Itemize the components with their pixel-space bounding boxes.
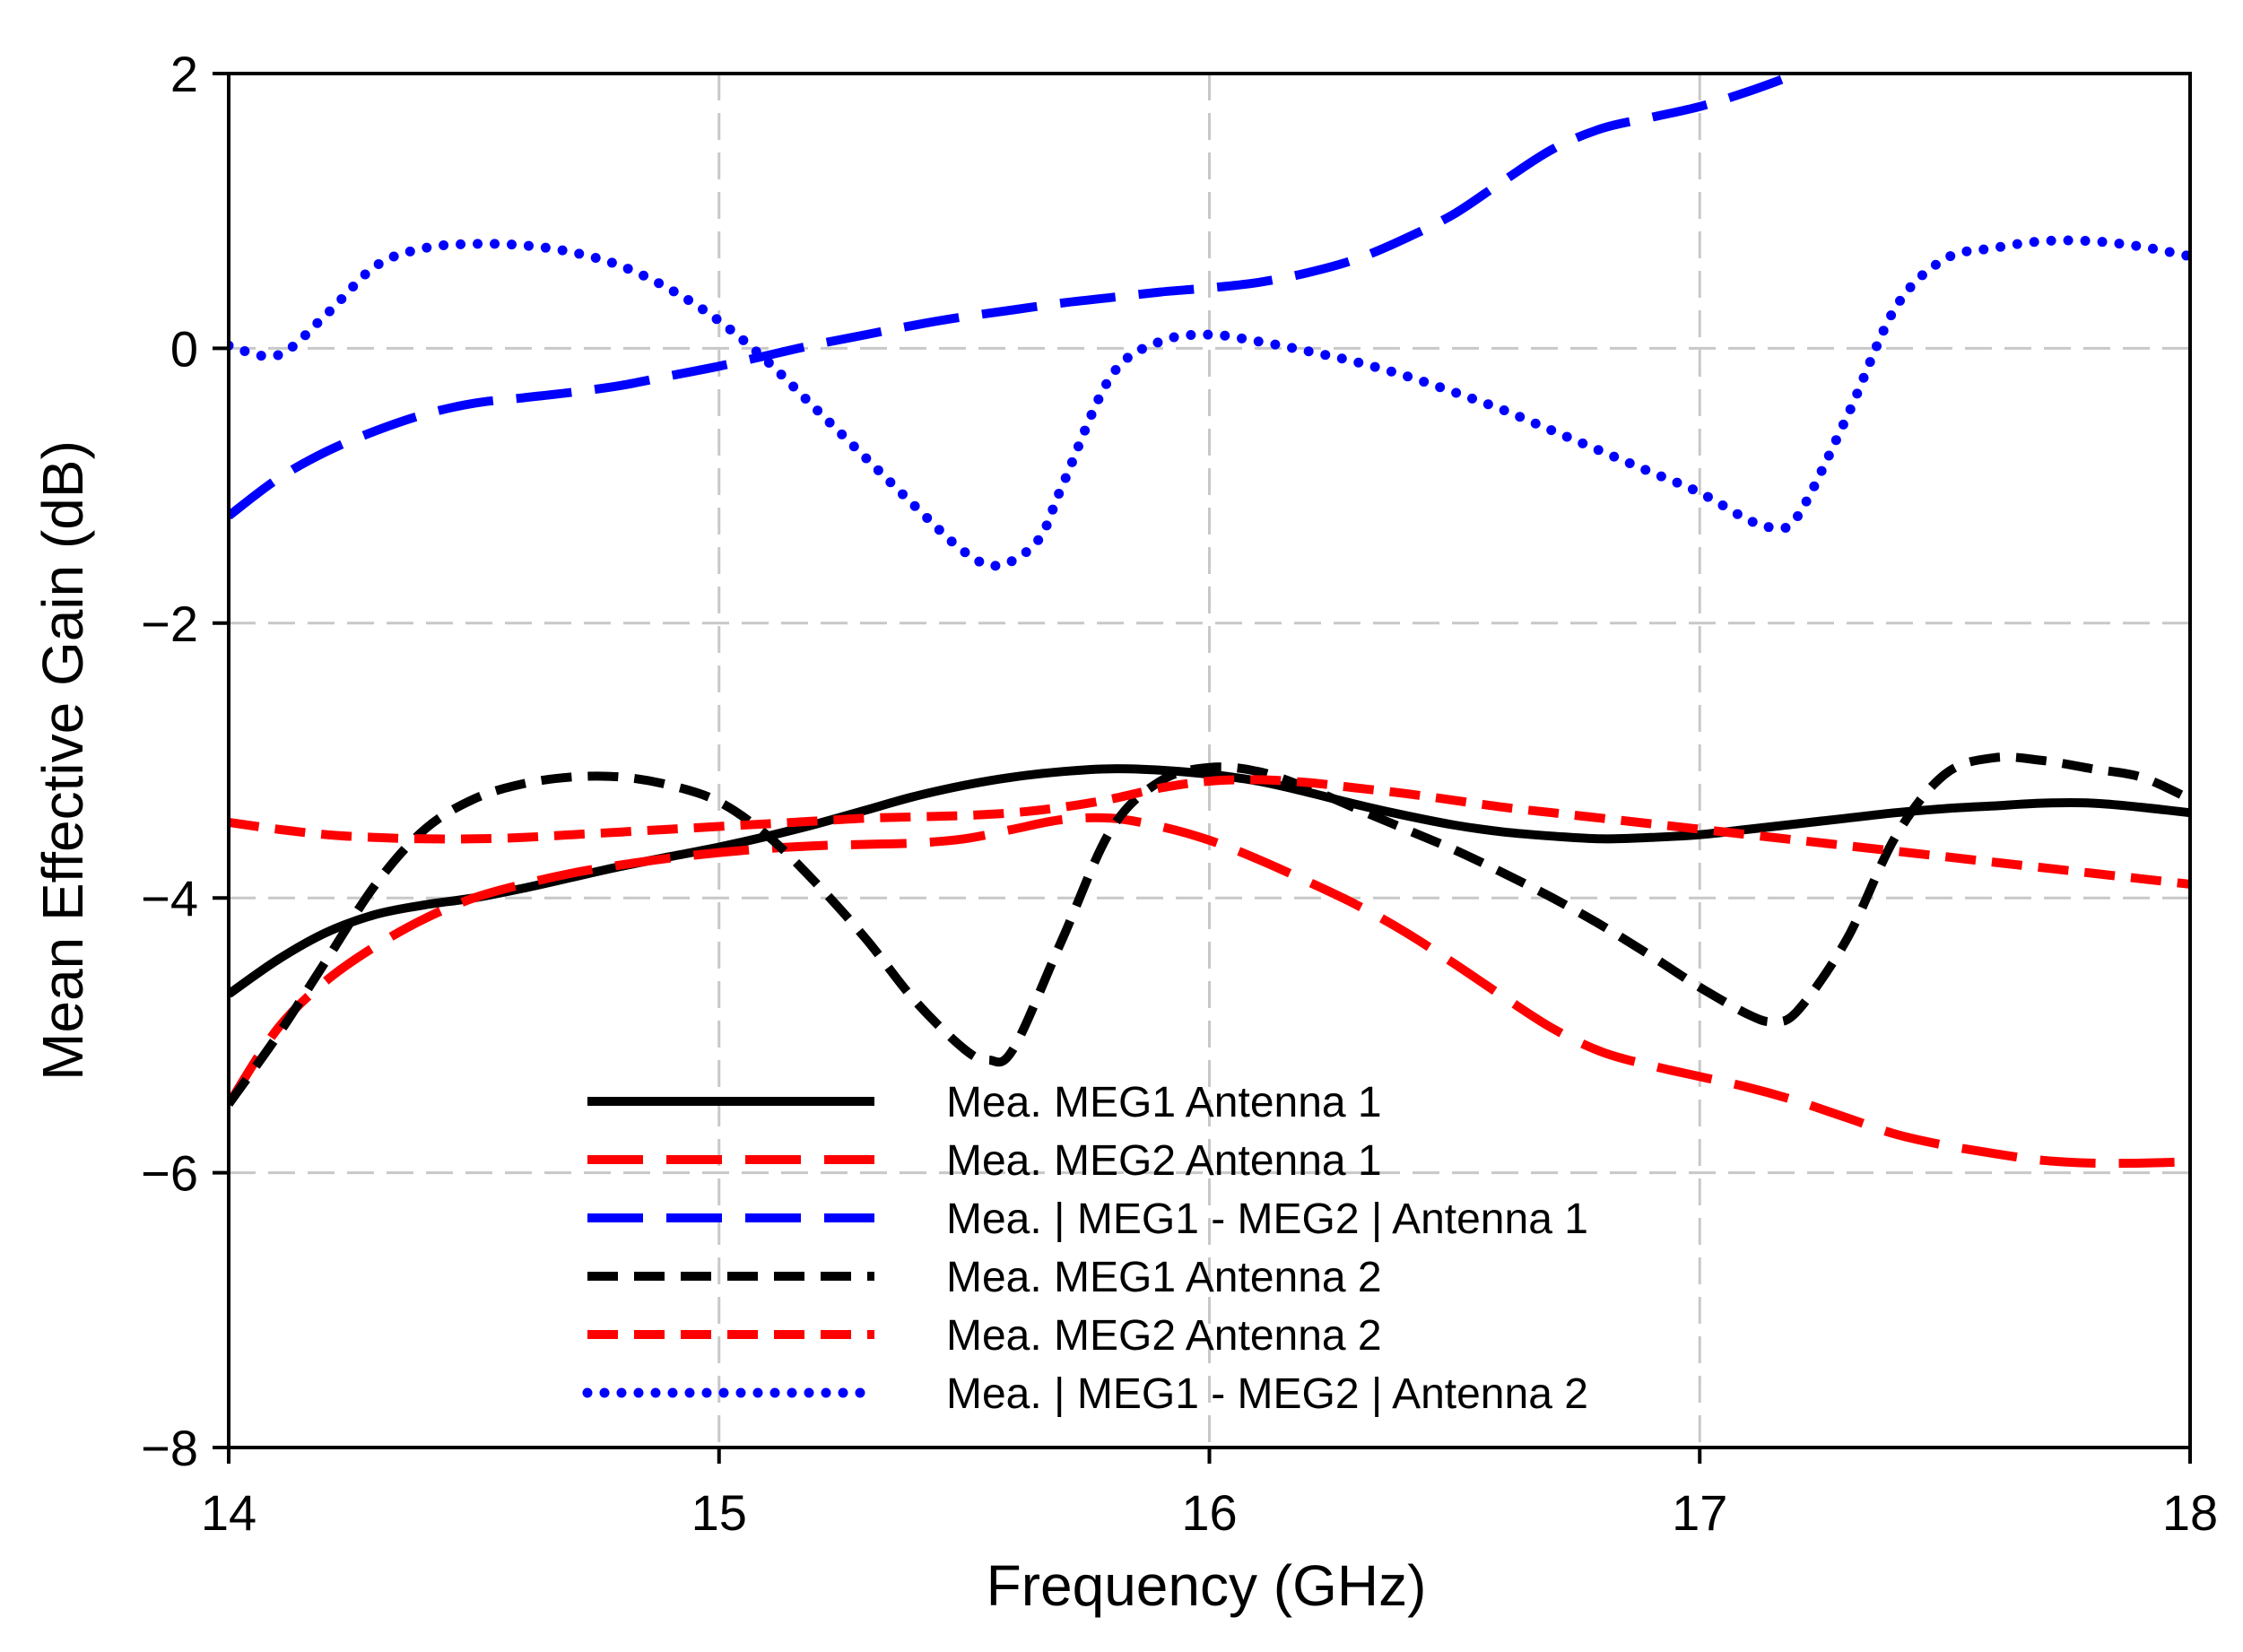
x-tick-label: 17 <box>1672 1484 1727 1541</box>
y-tick-label: 0 <box>170 320 198 377</box>
series-group <box>229 74 2190 1169</box>
x-tick-label: 18 <box>2162 1484 2218 1541</box>
y-tick-label: −8 <box>141 1420 198 1476</box>
gridlines <box>229 74 2190 1448</box>
series-line-meg1-antenna2 <box>229 752 2190 1107</box>
legend-label-meg2-antenna2: Mea. MEG2 Antenna 2 <box>946 1312 1382 1360</box>
y-tick-label: 2 <box>170 46 198 102</box>
legend-label-diff-antenna2: Mea. | MEG1 - MEG2 | Antenna 2 <box>946 1370 1588 1418</box>
x-tick-label: 16 <box>1181 1484 1237 1541</box>
axis-ticks <box>213 72 2192 1464</box>
legend-label-meg1-antenna1: Mea. MEG1 Antenna 1 <box>946 1079 1382 1126</box>
y-axis-label: Mean Effective Gain (dB) <box>30 440 95 1081</box>
legend-label-meg1-antenna2: Mea. MEG1 Antenna 2 <box>946 1254 1382 1301</box>
y-tick-label: −6 <box>141 1145 198 1202</box>
x-tick-label: 15 <box>691 1484 747 1541</box>
series-line-meg2-antenna2 <box>229 775 2190 889</box>
legend: Mea. MEG1 Antenna 1 Mea. MEG2 Antenna 1 Me… <box>582 1079 1588 1418</box>
tick-labels: 14 15 16 17 18 2 0 −2 −4 −6 −8 <box>141 46 2218 1541</box>
y-tick-label: −2 <box>141 596 198 652</box>
x-axis-label: Frequency (GHz) <box>987 1553 1427 1618</box>
y-tick-label: −4 <box>141 870 198 926</box>
series-line-meg2-antenna1 <box>229 813 2190 1169</box>
series-line-diff-antenna1 <box>229 74 1800 520</box>
legend-label-meg2-antenna1: Mea. MEG2 Antenna 1 <box>946 1137 1382 1185</box>
legend-label-diff-antenna1: Mea. | MEG1 - MEG2 | Antenna 1 <box>946 1196 1588 1243</box>
series-line-diff-antenna2 <box>229 235 2190 571</box>
x-tick-label: 14 <box>201 1484 256 1541</box>
